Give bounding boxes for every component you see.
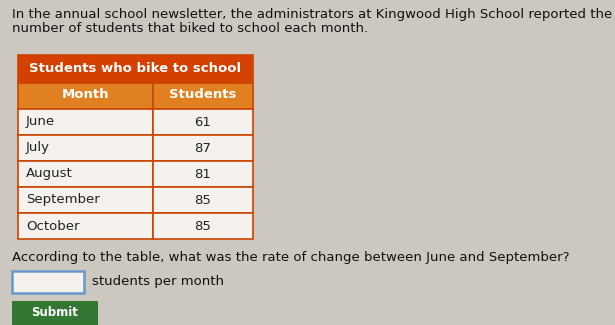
Text: Submit: Submit (31, 306, 79, 319)
Bar (18, 55, 253, 83)
Text: June: June (26, 115, 55, 128)
Text: 85: 85 (194, 219, 212, 232)
Bar (153, 109, 253, 135)
Bar (12, 271, 84, 293)
Bar (18, 187, 153, 213)
Text: Students: Students (169, 88, 237, 101)
Text: July: July (26, 141, 50, 154)
Bar (153, 161, 253, 187)
Bar (153, 213, 253, 239)
Bar (18, 161, 153, 187)
Text: number of students that biked to school each month.: number of students that biked to school … (12, 22, 368, 35)
Bar (18, 135, 153, 161)
Text: Month: Month (62, 88, 109, 101)
Text: August: August (26, 167, 73, 180)
Text: Students who bike to school: Students who bike to school (30, 61, 242, 74)
Text: According to the table, what was the rate of change between June and September?: According to the table, what was the rat… (12, 251, 569, 264)
Bar (18, 109, 153, 135)
Text: 81: 81 (194, 167, 212, 180)
Text: September: September (26, 193, 100, 206)
Bar (18, 83, 153, 109)
Bar (153, 83, 253, 109)
Text: 85: 85 (194, 193, 212, 206)
Text: In the annual school newsletter, the administrators at Kingwood High School repo: In the annual school newsletter, the adm… (12, 8, 613, 21)
Text: October: October (26, 219, 79, 232)
Text: 61: 61 (194, 115, 212, 128)
Bar (18, 213, 153, 239)
Text: students per month: students per month (92, 276, 224, 289)
Text: 87: 87 (194, 141, 212, 154)
Bar (153, 135, 253, 161)
Bar (12, 301, 98, 325)
Bar (153, 187, 253, 213)
